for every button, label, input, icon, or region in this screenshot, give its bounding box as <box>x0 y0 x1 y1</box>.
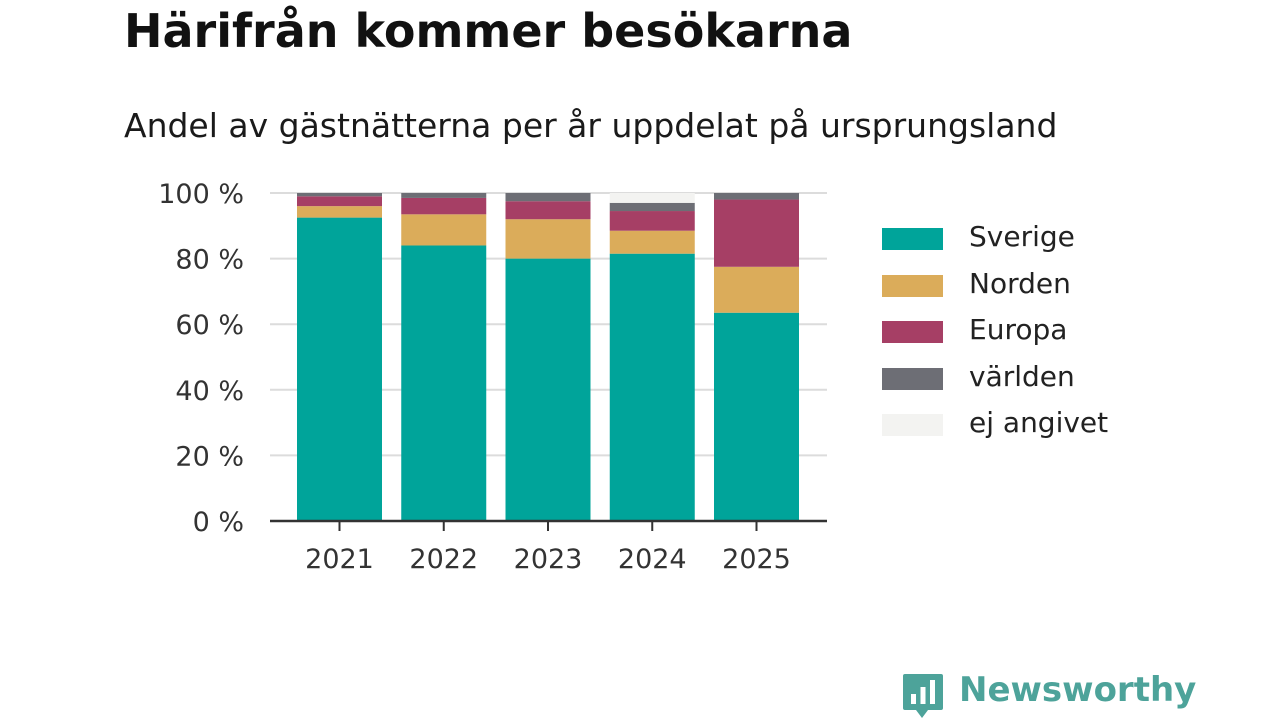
legend-label: Norden <box>969 266 1071 300</box>
y-tick-label: 80 % <box>175 245 244 276</box>
bar-segment-europa <box>714 199 799 267</box>
y-tick-label: 0 % <box>193 507 244 538</box>
bar-segment-europa <box>401 197 487 215</box>
x-tick-label: 2023 <box>514 544 583 575</box>
bar-segment-norden <box>297 206 382 218</box>
bar-segment-europa <box>297 196 382 207</box>
bar-segment-världen <box>297 193 382 197</box>
chart-title: Härifrån kommer besökarna <box>124 4 853 58</box>
legend-swatch <box>882 367 943 390</box>
legend-label: ej angivet <box>969 406 1109 439</box>
bar-segment-världen <box>714 193 799 200</box>
bar-segment-norden <box>609 230 695 254</box>
bar-segment-sverige <box>714 312 799 521</box>
x-tick-label: 2025 <box>722 544 791 575</box>
x-tick-label: 2021 <box>305 544 374 575</box>
bar-segment-sverige <box>401 245 487 522</box>
y-tick-label: 40 % <box>175 376 244 407</box>
bar-segment-sverige <box>609 253 695 521</box>
bar-segment-världen <box>401 193 487 198</box>
y-tick-label: 20 % <box>175 441 244 472</box>
bar-segment-sverige <box>505 258 591 521</box>
legend-label: Sverige <box>969 220 1075 253</box>
y-tick-label: 100 % <box>158 179 244 210</box>
bar-segment-norden <box>505 219 591 259</box>
legend-label: Europa <box>969 313 1068 346</box>
x-tick-label: 2024 <box>618 544 687 575</box>
bar-segment-sverige <box>297 217 382 521</box>
bar-segment-norden <box>714 266 799 313</box>
newsworthy-logo-icon <box>903 674 943 718</box>
y-tick-label: 60 % <box>175 310 244 341</box>
brand-name: Newsworthy <box>959 670 1197 710</box>
legend-label: världen <box>969 359 1075 393</box>
bar-segment-världen <box>505 193 591 202</box>
bar-segment-ej-angivet <box>609 193 695 203</box>
legend-swatch <box>882 321 943 343</box>
legend-swatch <box>882 274 943 297</box>
chart-subtitle: Andel av gästnätterna per år uppdelat på… <box>124 106 1058 145</box>
bar-segment-europa <box>505 201 591 220</box>
legend-swatch <box>882 414 943 436</box>
bar-segment-europa <box>609 211 695 231</box>
legend-swatch <box>882 228 943 250</box>
x-tick-label: 2022 <box>409 544 478 575</box>
bar-segment-norden <box>401 214 487 246</box>
bar-segment-världen <box>609 202 695 212</box>
